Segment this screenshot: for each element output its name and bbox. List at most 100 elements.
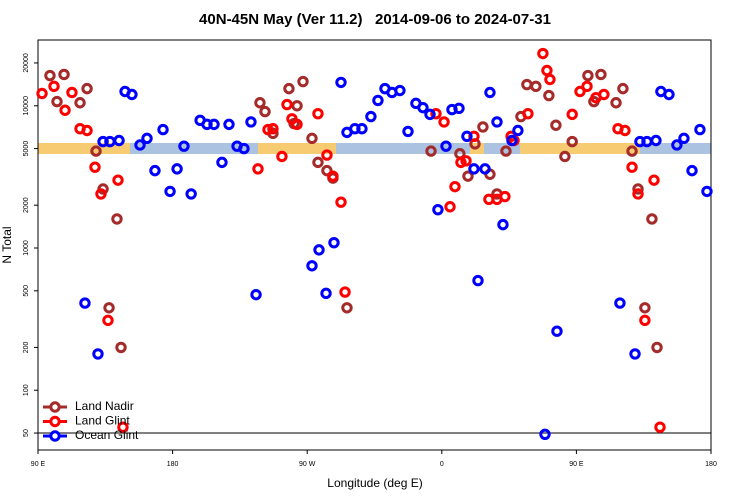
point xyxy=(626,145,638,157)
point xyxy=(484,86,496,99)
point xyxy=(262,123,274,136)
point xyxy=(477,121,489,133)
point xyxy=(48,80,60,93)
point xyxy=(141,132,153,145)
point xyxy=(95,188,107,200)
point xyxy=(36,87,48,100)
point xyxy=(460,155,472,167)
point xyxy=(455,156,467,169)
point xyxy=(651,341,663,354)
y-axis-label: N Total xyxy=(0,226,14,263)
point xyxy=(92,348,104,360)
point xyxy=(646,213,658,225)
point xyxy=(417,101,429,114)
point xyxy=(559,150,571,163)
point xyxy=(539,428,551,440)
point xyxy=(506,134,518,147)
point xyxy=(639,314,651,327)
y-tick-label: 100 xyxy=(23,384,30,396)
x-tick-label: 90 W xyxy=(299,461,316,468)
legend-label: Ocean Glint xyxy=(75,428,139,442)
land-band xyxy=(38,143,130,154)
y-tick-label: 5000 xyxy=(23,141,30,157)
y-tick-label: 50 xyxy=(23,429,30,437)
point xyxy=(551,325,563,337)
point xyxy=(208,118,220,131)
point xyxy=(281,98,293,111)
point xyxy=(430,107,442,120)
point xyxy=(663,88,675,101)
point xyxy=(267,122,279,135)
y-tick-label: 10000 xyxy=(23,96,30,116)
point xyxy=(320,287,332,300)
point xyxy=(339,286,351,298)
y-tick-label: 500 xyxy=(23,285,30,297)
point xyxy=(449,180,461,193)
point xyxy=(550,119,562,131)
point xyxy=(678,132,690,145)
point xyxy=(671,139,683,151)
point xyxy=(617,82,629,95)
point xyxy=(74,97,86,109)
point xyxy=(44,69,56,82)
point xyxy=(522,107,534,120)
point xyxy=(335,76,347,89)
point xyxy=(648,174,660,186)
point xyxy=(126,88,138,101)
point xyxy=(582,69,594,82)
point xyxy=(581,80,593,93)
y-tick-label: 2000 xyxy=(23,197,30,213)
point xyxy=(639,302,651,314)
x-tick-label: 180 xyxy=(167,461,179,468)
plot-frame xyxy=(37,39,712,451)
point xyxy=(574,85,586,98)
point xyxy=(164,185,176,198)
point xyxy=(335,196,347,208)
point xyxy=(654,421,666,433)
point xyxy=(629,348,641,360)
point xyxy=(499,190,511,203)
point xyxy=(701,185,713,198)
y-tick-label: 200 xyxy=(23,341,30,353)
point xyxy=(157,123,169,136)
point xyxy=(102,314,114,327)
point xyxy=(81,82,93,95)
point xyxy=(686,164,698,177)
point xyxy=(595,68,607,81)
point xyxy=(650,134,662,147)
legend-marker xyxy=(49,401,61,413)
point xyxy=(321,149,333,161)
x-axis-label: Longitude (deg E) xyxy=(327,476,422,490)
point xyxy=(312,107,324,120)
legend-marker xyxy=(49,430,61,442)
point xyxy=(291,100,303,112)
x-tick-label: 180 xyxy=(705,461,717,468)
point xyxy=(468,163,480,175)
point xyxy=(598,88,610,101)
land-band xyxy=(258,143,336,154)
point xyxy=(694,123,706,136)
point xyxy=(327,170,339,182)
point xyxy=(259,105,271,118)
point xyxy=(112,174,124,186)
point xyxy=(394,84,406,97)
point xyxy=(461,130,473,143)
point xyxy=(306,132,318,145)
land-band xyxy=(520,143,640,154)
point xyxy=(365,110,377,123)
point xyxy=(425,145,437,157)
point xyxy=(356,122,368,135)
x-tick-label: 0 xyxy=(440,461,444,468)
point xyxy=(440,140,452,152)
point xyxy=(530,80,542,93)
point xyxy=(97,135,109,148)
point xyxy=(632,188,644,200)
point xyxy=(479,163,491,175)
point xyxy=(472,274,484,287)
point xyxy=(59,104,71,116)
point xyxy=(312,156,324,169)
point xyxy=(313,244,325,256)
point xyxy=(453,102,465,114)
point xyxy=(328,236,340,249)
point xyxy=(491,116,503,128)
